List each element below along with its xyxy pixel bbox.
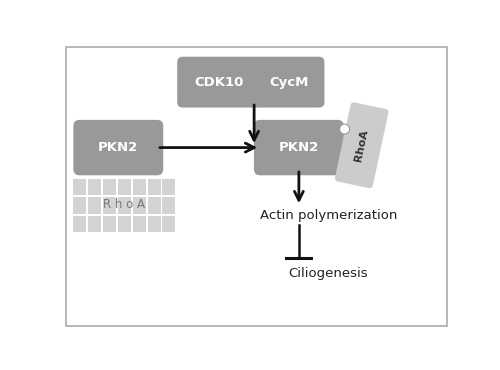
FancyBboxPatch shape	[162, 216, 175, 232]
FancyBboxPatch shape	[132, 179, 145, 195]
FancyBboxPatch shape	[88, 179, 101, 195]
FancyBboxPatch shape	[148, 179, 160, 195]
FancyBboxPatch shape	[162, 197, 175, 213]
FancyBboxPatch shape	[73, 216, 86, 232]
FancyBboxPatch shape	[102, 179, 116, 195]
FancyBboxPatch shape	[148, 197, 160, 213]
FancyBboxPatch shape	[118, 197, 130, 213]
FancyBboxPatch shape	[132, 197, 145, 213]
FancyBboxPatch shape	[74, 120, 163, 175]
FancyBboxPatch shape	[162, 179, 175, 195]
Text: PKN2: PKN2	[279, 141, 319, 154]
FancyBboxPatch shape	[118, 179, 130, 195]
Text: Actin polymerization: Actin polymerization	[260, 209, 397, 222]
FancyBboxPatch shape	[73, 179, 86, 195]
FancyBboxPatch shape	[253, 57, 324, 108]
FancyBboxPatch shape	[254, 120, 344, 175]
Text: RhoA: RhoA	[354, 128, 370, 162]
Text: PKN2: PKN2	[98, 141, 138, 154]
FancyBboxPatch shape	[73, 197, 86, 213]
Text: R h o A: R h o A	[103, 198, 145, 211]
FancyBboxPatch shape	[118, 216, 130, 232]
FancyBboxPatch shape	[335, 102, 388, 188]
Text: CycM: CycM	[269, 75, 308, 89]
FancyBboxPatch shape	[88, 216, 101, 232]
Circle shape	[340, 124, 349, 134]
FancyBboxPatch shape	[88, 197, 101, 213]
FancyBboxPatch shape	[132, 216, 145, 232]
FancyBboxPatch shape	[102, 216, 116, 232]
FancyBboxPatch shape	[102, 197, 116, 213]
FancyBboxPatch shape	[148, 216, 160, 232]
Text: Ciliogenesis: Ciliogenesis	[288, 268, 368, 280]
FancyBboxPatch shape	[177, 57, 262, 108]
Text: CDK10: CDK10	[195, 75, 244, 89]
